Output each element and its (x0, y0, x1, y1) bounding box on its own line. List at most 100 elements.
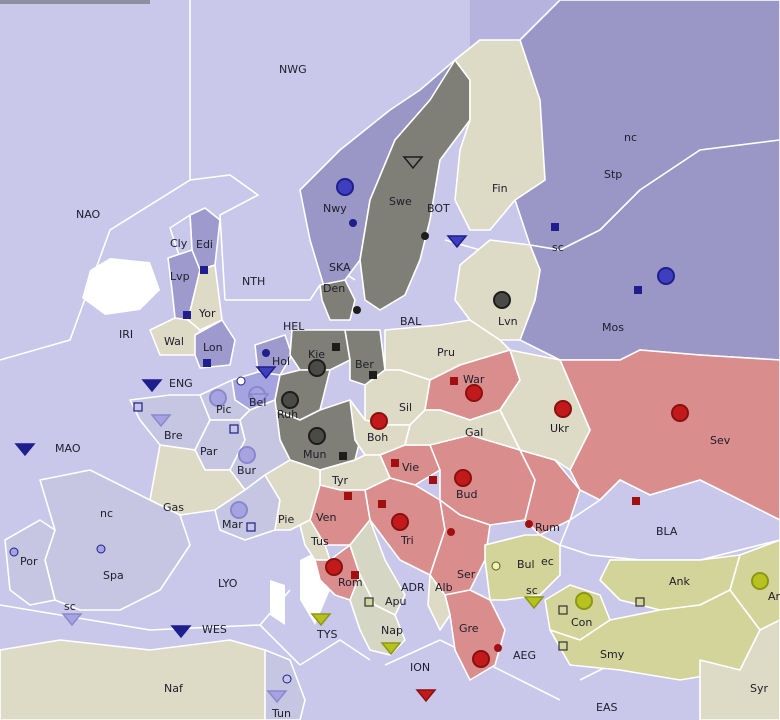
center-pic (209, 389, 227, 407)
black-sea (559, 479, 780, 561)
army-ber (369, 371, 377, 379)
label-gal: Gal (465, 426, 483, 439)
territory-lon (194, 319, 236, 369)
label-ion: ION (410, 661, 430, 674)
army-tyr (344, 492, 352, 500)
label-pic: Pic (216, 403, 232, 416)
territory-lvn (454, 239, 541, 341)
label-nwg: NWG (279, 63, 307, 76)
army-vie (391, 459, 399, 467)
label-nao: NAO (76, 208, 101, 221)
scandinavia-territories (319, 39, 546, 321)
center-sev (671, 404, 689, 422)
label-rum: Rum (535, 521, 560, 534)
label-kie: Kie (308, 348, 325, 361)
army-rom (351, 571, 359, 579)
fleet-ion (415, 689, 437, 703)
army-bul (558, 605, 568, 615)
center-lvn (493, 291, 511, 309)
territory-swe (359, 59, 471, 311)
army-ven (378, 500, 386, 508)
label-sil: Sil (399, 401, 412, 414)
fleet-nap (380, 642, 402, 656)
label-lon: Lon (203, 341, 223, 354)
territory-tun (264, 649, 306, 720)
center-kie (308, 359, 326, 377)
center-arm (751, 572, 769, 590)
label-lyo: LYO (218, 577, 238, 590)
label-ukr: Ukr (550, 422, 569, 435)
label-ank: Ank (669, 575, 690, 588)
label-smy: Smy (600, 648, 625, 661)
fleet-units (14, 156, 545, 704)
label-bul-ec: ec (541, 555, 554, 568)
label-apu: Apu (385, 595, 406, 608)
label-nap: Nap (381, 624, 403, 637)
fleet-bel (248, 393, 270, 407)
dot-hol (262, 349, 270, 357)
army-mar (246, 522, 256, 532)
label-mun: Mun (303, 448, 326, 461)
center-nwy (336, 178, 354, 196)
label-mao: MAO (55, 442, 81, 455)
label-lvn: Lvn (498, 315, 518, 328)
territory-bul (484, 534, 561, 601)
label-adr: ADR (401, 581, 425, 594)
label-syr: Syr (750, 682, 768, 695)
label-gas: Gas (163, 501, 184, 514)
label-bre: Bre (164, 429, 183, 442)
label-mos: Mos (602, 321, 624, 334)
fleet-bul-sc (523, 596, 545, 610)
label-stp: Stp (604, 168, 622, 181)
territory-nap (349, 574, 406, 656)
label-wal: Wal (164, 335, 184, 348)
label-bul-sc: sc (526, 584, 538, 597)
army-lvp (183, 311, 191, 319)
fleet-tun (266, 690, 288, 704)
dot-tun (282, 674, 292, 684)
label-stp-nc: nc (624, 131, 637, 144)
army-apu (364, 597, 374, 607)
center-mun (308, 427, 326, 445)
label-tus: Tus (310, 535, 329, 548)
army-smy (558, 641, 568, 651)
label-boh: Boh (367, 431, 388, 444)
label-spa-sc: sc (64, 600, 76, 613)
army-sev (632, 497, 640, 505)
army-bre (133, 402, 143, 412)
dot-bel-small (236, 376, 246, 386)
fleet-swe (402, 156, 424, 170)
label-nwy: Nwy (323, 202, 347, 215)
territory-syr (699, 619, 780, 720)
territory-gre (444, 589, 506, 681)
army-units (133, 223, 645, 651)
label-hol: Hol (272, 355, 290, 368)
army-mun (339, 452, 347, 460)
center-bud (454, 469, 472, 487)
label-pru: Pru (437, 346, 455, 359)
label-ska: SKA (329, 261, 351, 274)
fleet-bot (446, 235, 468, 249)
fleet-mao (14, 443, 36, 457)
england-territories (149, 207, 236, 369)
label-ven: Ven (316, 511, 336, 524)
label-bur: Bur (237, 464, 257, 477)
army-lon (203, 359, 211, 367)
label-ruh: Ruh (277, 408, 298, 421)
label-pie: Pie (278, 513, 294, 526)
territory-fin (454, 39, 546, 231)
dot-stp-nwy (349, 219, 357, 227)
center-rom (325, 558, 343, 576)
territory-alb (427, 574, 451, 631)
center-bur (238, 446, 256, 464)
label-con: Con (571, 616, 592, 629)
territory-por (4, 519, 56, 606)
fleet-spa-sc (61, 613, 83, 627)
fleet-bre (150, 414, 172, 428)
label-lvp: Lvp (170, 270, 190, 283)
territory-smy (549, 589, 761, 681)
dot-rum (525, 520, 533, 528)
center-ruh (281, 391, 299, 409)
label-tyr: Tyr (331, 474, 349, 487)
